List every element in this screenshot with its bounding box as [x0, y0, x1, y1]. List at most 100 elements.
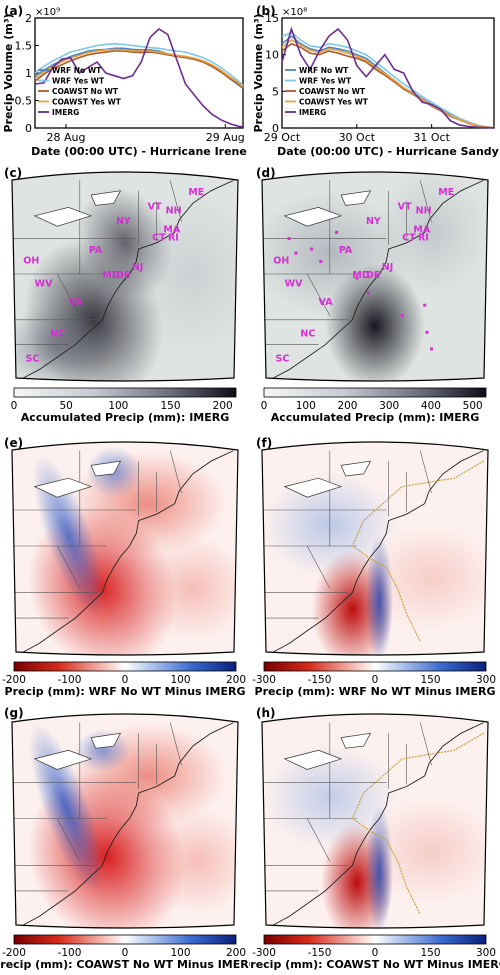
series-line	[281, 31, 495, 129]
state-label: SC	[276, 353, 290, 364]
colorbar-tick-label: 500	[463, 400, 483, 412]
state-label: MD	[102, 270, 119, 281]
station-marker	[430, 347, 433, 351]
y-axis-label: Precip Volume (m³)	[252, 13, 265, 132]
coastline	[23, 450, 234, 653]
panel-label-b: (b)	[256, 4, 276, 18]
map-field	[262, 172, 488, 381]
panel-c: (c) ME VT NH NY MA CT RI PA NJ OH MD DE WV VA NC SC 0 50 1…	[0, 160, 250, 430]
state-label: NC	[300, 328, 315, 339]
map-field	[262, 714, 488, 928]
state-label: NY	[116, 216, 131, 227]
lake-outline	[90, 460, 122, 477]
colorbar-tick-label: -150	[308, 674, 332, 686]
state-label: VA	[319, 297, 334, 308]
station-marker	[355, 276, 359, 280]
lake-outline	[340, 460, 372, 477]
precip-anomaly	[125, 190, 238, 358]
state-label: NY	[366, 216, 381, 227]
lake-outline	[33, 207, 93, 227]
series-line	[34, 42, 244, 86]
state-border	[169, 180, 182, 223]
state-label: SC	[26, 353, 40, 364]
panel-e: (e) -200 -100 0 100 200 Precip (mm): WRF No W…	[0, 430, 250, 702]
coastline	[273, 179, 484, 379]
series-line	[281, 26, 495, 129]
x-axis-label: Date (00:00 UTC) - Hurricane Irene	[31, 145, 247, 158]
state-label: DE	[366, 270, 380, 281]
colorbar-title: Precip (mm): WRF No WT Minus IMERG	[5, 685, 246, 698]
state-label: WV	[35, 278, 53, 289]
colorbar-tick-label: 150	[160, 400, 180, 412]
colorbar-tick-label: 150	[420, 674, 440, 686]
state-label: PA	[89, 245, 103, 256]
y-tick-label: 2	[25, 12, 32, 25]
panel-b: (b) 0 5 10 15 29 Oct 30 Oct 31 Oct ×10⁸ WRF No W…	[250, 0, 500, 158]
legend-label: COAWST Yes WT	[299, 98, 369, 107]
panel-label-f: (f)	[256, 436, 273, 450]
line-chart-irene: 0 0.5 1 1.5 2 28 Aug 29 Aug ×10⁹ WRF No WT WRF Ye…	[2, 7, 247, 158]
state-border	[419, 180, 432, 223]
coastline	[273, 722, 484, 926]
precip-anomaly	[363, 524, 488, 631]
line-chart-sandy: 0 5 10 15 29 Oct 30 Oct 31 Oct ×10⁸ WRF No WT WRF…	[252, 7, 499, 158]
lake-outline	[90, 732, 122, 749]
x-tick-label: 29 Oct	[264, 131, 301, 144]
storm-track	[351, 460, 484, 642]
lake-outline	[340, 732, 372, 749]
colorbar	[13, 934, 237, 945]
colorbar-tick-label: 100	[170, 947, 190, 959]
x-tick-label: 30 Oct	[339, 131, 376, 144]
colorbar	[13, 387, 237, 398]
colorbar-tick-label: 150	[420, 947, 440, 959]
colorbar-tick-label: 300	[476, 947, 496, 959]
precip-anomaly	[363, 797, 488, 904]
y-multiplier: ×10⁹	[35, 7, 60, 18]
colorbar	[263, 387, 487, 398]
state-label: RI	[168, 233, 179, 244]
plot-frame	[34, 17, 244, 129]
colorbar-tick-label: -200	[2, 947, 26, 959]
colorbar-tick-label: 300	[379, 400, 399, 412]
colorbar-title: Accumulated Precip (mm): IMERG	[271, 411, 480, 424]
state-label: PA	[339, 245, 353, 256]
map-field	[12, 172, 238, 381]
y-axis-label: Precip Volume (m³)	[2, 13, 15, 132]
y-tick-label: 1.5	[15, 40, 33, 53]
series-line	[281, 39, 495, 129]
map-frame	[11, 713, 239, 929]
series-line	[34, 50, 244, 89]
map-frame	[11, 171, 239, 382]
station-marker	[400, 314, 404, 318]
storm-track	[351, 732, 484, 915]
colorbar-tick-label: 100	[108, 400, 128, 412]
state-label: ME	[188, 187, 204, 198]
colorbar-tick-label: 50	[59, 400, 72, 412]
y-tick-label: 0	[272, 122, 279, 135]
map-frame	[261, 171, 489, 382]
legend-label: COAWST Yes WT	[52, 98, 122, 107]
state-label: DE	[116, 270, 130, 281]
y-multiplier: ×10⁸	[282, 7, 307, 18]
legend-label: COAWST No WT	[52, 87, 119, 96]
precip-anomaly	[136, 535, 238, 642]
y-tick-label: 1	[25, 67, 32, 80]
colorbar	[263, 661, 487, 672]
colorbar-tick-label: -100	[58, 947, 82, 959]
state-label: NH	[416, 206, 432, 217]
coastline	[273, 450, 484, 653]
colorbar-tick-label: 100	[170, 674, 190, 686]
x-axis-label: Date (00:00 UTC) - Hurricane Sandy	[277, 145, 499, 158]
state-label: RI	[418, 233, 429, 244]
state-border	[56, 818, 81, 862]
colorbar-tick-label: 0	[372, 674, 379, 686]
state-border	[419, 450, 432, 494]
colorbar-tick-label: 200	[213, 400, 233, 412]
state-label: VT	[148, 202, 162, 213]
legend-label: WRF No WT	[52, 66, 102, 75]
